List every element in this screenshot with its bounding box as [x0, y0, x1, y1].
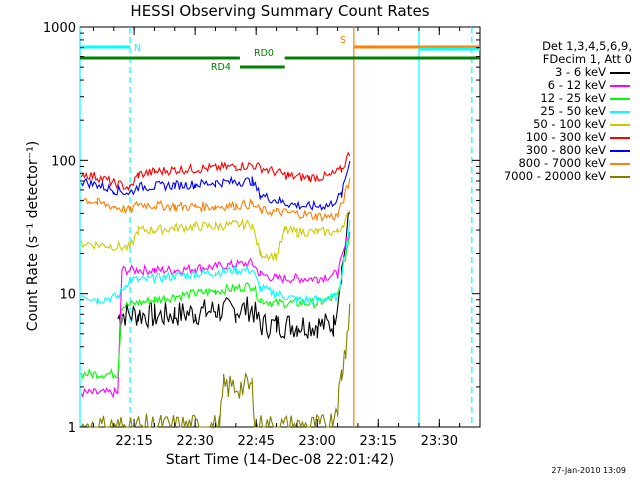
x-axis-label: Start Time (14-Dec-08 22:01:42): [165, 452, 395, 468]
series-layer: [80, 151, 351, 430]
series-line: [80, 231, 351, 399]
series-line: [80, 235, 351, 380]
legend-label: 800 - 7000 keV: [518, 156, 606, 170]
mode-label: RD0: [254, 48, 274, 59]
series-line: [80, 220, 351, 306]
y-tick-label: 1000: [43, 21, 76, 36]
y-tick-label: 10: [59, 288, 76, 303]
timestamp: 27-Jan-2010 13:09: [551, 466, 626, 475]
x-tick-label: 22:30: [176, 434, 213, 449]
legend-item: 12 - 25 keV: [488, 92, 632, 105]
legend-item: 25 - 50 keV: [488, 105, 632, 118]
x-tick-label: 23:30: [421, 434, 458, 449]
legend-swatch: [610, 163, 630, 165]
legend: Det 1,3,4,5,6,9, FDecim 1, Att 0 3 - 6 k…: [488, 40, 632, 183]
legend-label: 300 - 800 keV: [525, 143, 606, 157]
legend-item: 50 - 100 keV: [488, 118, 632, 131]
legend-swatch: [610, 98, 630, 100]
legend-item: 800 - 7000 keV: [488, 157, 632, 170]
legend-label: 7000 - 20000 keV: [503, 169, 606, 183]
legend-header-line1: Det 1,3,4,5,6,9,: [542, 39, 632, 53]
annotation-layer: N S RD0 RD4: [79, 27, 480, 427]
series-line: [80, 151, 351, 192]
legend-item: 100 - 300 keV: [488, 131, 632, 144]
legend-item: 3 - 6 keV: [488, 66, 632, 79]
x-tick-label: 22:15: [115, 434, 152, 449]
legend-label: 100 - 300 keV: [525, 130, 606, 144]
series-line: [80, 210, 351, 261]
mode-label: S: [340, 35, 346, 46]
legend-swatch: [610, 111, 630, 113]
series-line: [80, 303, 351, 430]
legend-label: 12 - 25 keV: [540, 91, 606, 105]
legend-swatch: [610, 85, 630, 87]
legend-label: 25 - 50 keV: [540, 104, 606, 118]
legend-label: 6 - 12 keV: [547, 78, 606, 92]
legend-header-line2: FDecim 1, Att 0: [542, 52, 632, 66]
y-tick-label: 1: [68, 421, 76, 436]
axes-layer: 1 10 100 1000 22:15 22:30 22:45 23:00 23:15 23:30: [43, 21, 480, 449]
mode-label: N: [134, 43, 141, 54]
legend-item: 6 - 12 keV: [488, 79, 632, 92]
y-axis-label: Count Rate (s⁻¹ detector⁻¹): [25, 140, 41, 332]
legend-swatch: [610, 72, 630, 74]
legend-swatch: [610, 137, 630, 139]
legend-label: 3 - 6 keV: [555, 65, 606, 79]
series-line: [80, 160, 351, 212]
series-line: [117, 212, 351, 340]
series-line: [80, 178, 351, 222]
legend-label: 50 - 100 keV: [533, 117, 606, 131]
legend-swatch: [610, 150, 630, 152]
legend-item: 300 - 800 keV: [488, 144, 632, 157]
x-tick-label: 23:15: [360, 434, 397, 449]
y-tick-label: 100: [51, 154, 76, 169]
mode-label: RD4: [211, 62, 231, 73]
chart-title: HESSI Observing Summary Count Rates: [130, 2, 430, 20]
x-tick-label: 22:45: [237, 434, 274, 449]
legend-swatch: [610, 124, 630, 126]
x-tick-label: 23:00: [298, 434, 335, 449]
plot-frame: [79, 26, 481, 428]
legend-swatch: [610, 176, 630, 178]
legend-item: 7000 - 20000 keV: [488, 170, 632, 183]
